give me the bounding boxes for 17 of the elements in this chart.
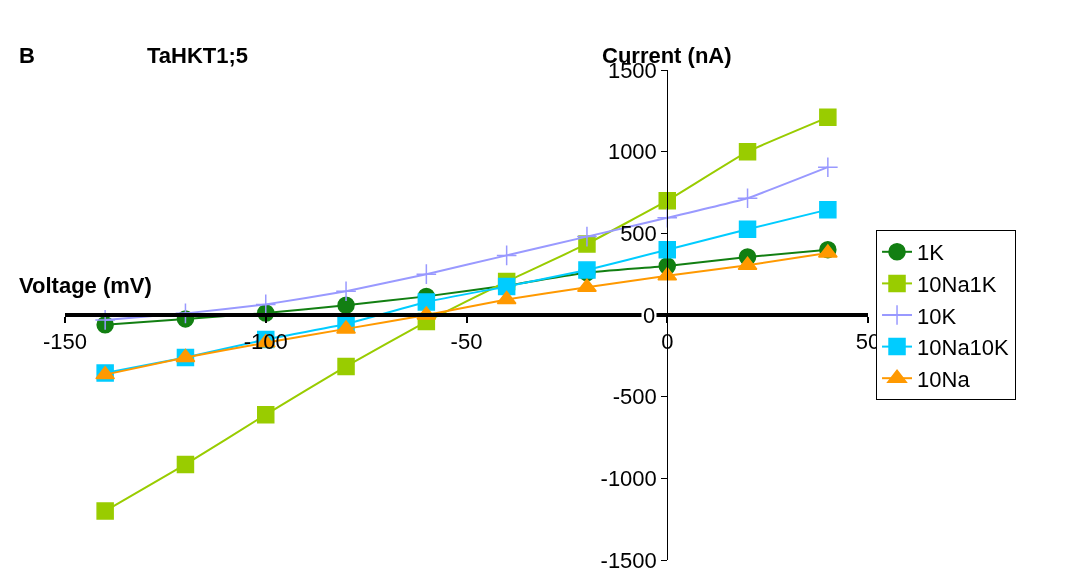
chart-title: TaHKT1;5 <box>147 43 249 68</box>
x-tick-label: -100 <box>243 329 288 355</box>
legend-label: 1K <box>917 240 945 266</box>
legend-label: 10Na1K <box>917 271 997 297</box>
x-axis-title: Voltage (mV) <box>19 273 152 298</box>
x-tick-label: -50 <box>450 329 483 355</box>
x-tick-label: -150 <box>42 329 88 355</box>
y-tick-label: -1500 <box>600 547 657 573</box>
legend-label: 10Na <box>917 366 971 392</box>
text: B <box>19 43 35 68</box>
y-tick-label: 500 <box>620 221 657 247</box>
legend-label: 10K <box>917 303 957 329</box>
y-tick-label: 1000 <box>607 139 657 165</box>
y-tick-label: 0 <box>643 303 656 328</box>
legend-label: 10Na10K <box>917 335 1010 361</box>
y-tick-label: -1000 <box>600 466 657 492</box>
y-tick-label: -500 <box>612 384 657 410</box>
